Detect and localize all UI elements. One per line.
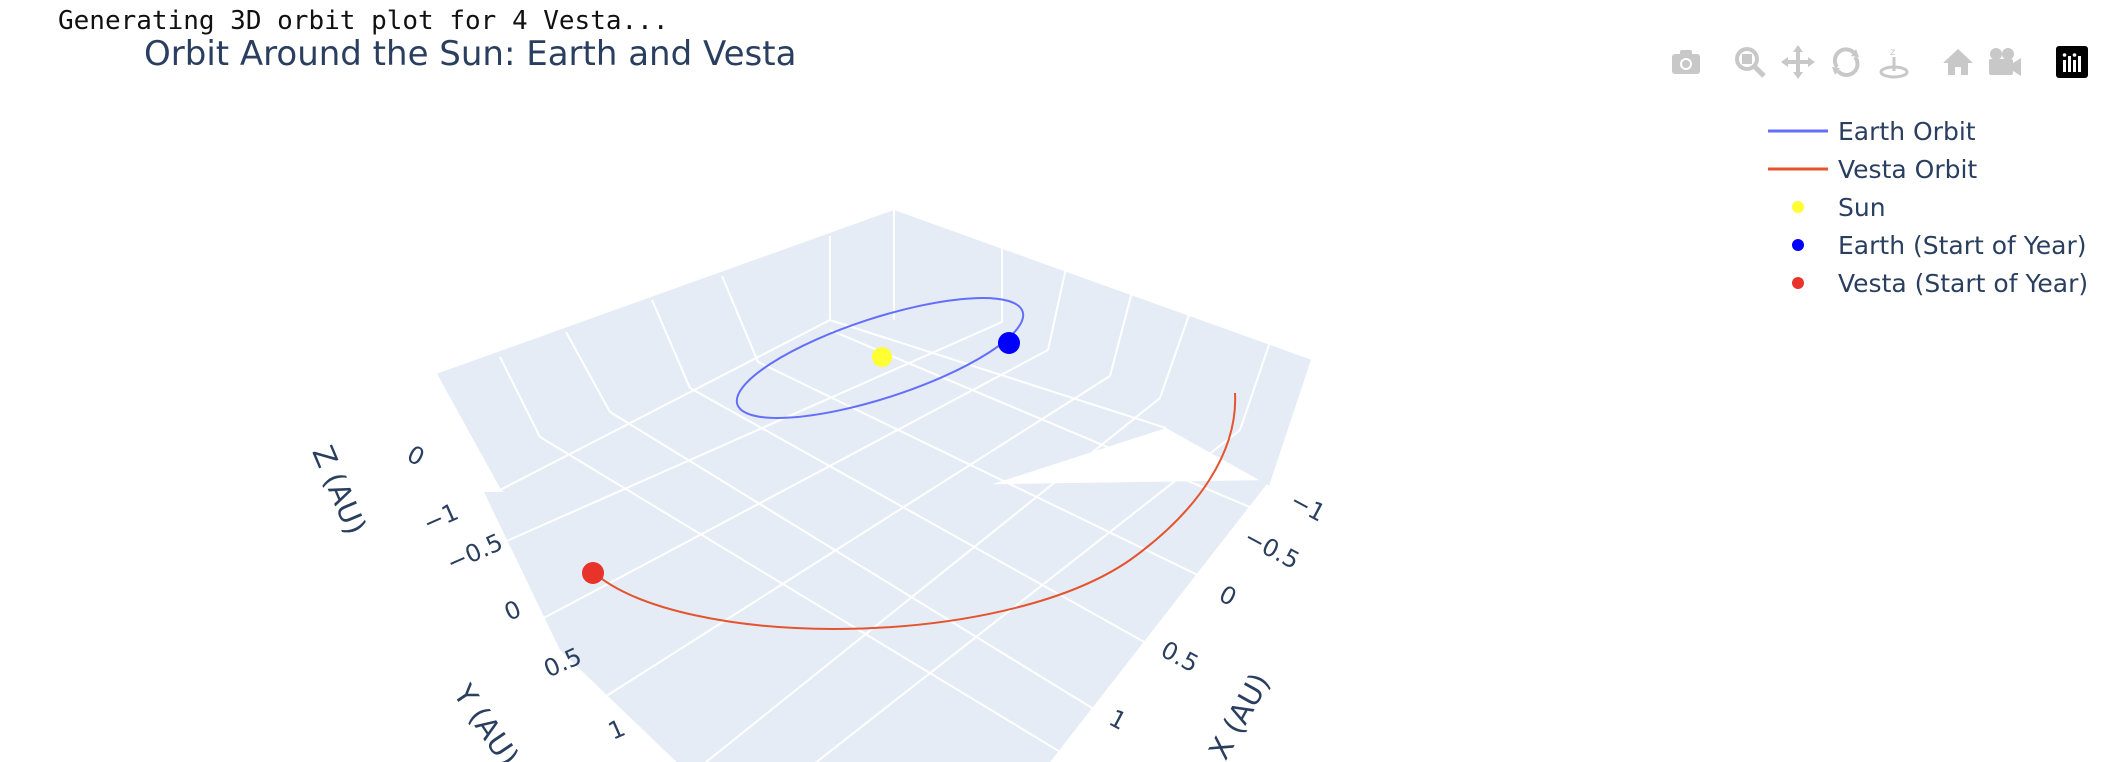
wall-gridline [721, 275, 759, 363]
floor-gridline [814, 429, 1241, 762]
earth-start-marker[interactable] [998, 332, 1020, 354]
wall-gridline [1159, 311, 1191, 399]
line-swatch-icon [1768, 112, 1828, 150]
vesta-orbit-line [591, 392, 1237, 630]
wall-gridline [499, 356, 541, 438]
x-tick-label: −0.5 [1239, 523, 1304, 575]
floor-gridline [829, 329, 1291, 525]
plotly-logo-icon[interactable] [2054, 44, 2090, 80]
x-tick-label: −1 [1286, 486, 1330, 527]
legend-item-earth-start[interactable]: Earth (Start of Year) [1768, 226, 2088, 264]
wall-gridline [565, 331, 611, 413]
turntable-rotation-icon[interactable]: z [1876, 44, 1912, 80]
pan-icon[interactable] [1780, 44, 1816, 80]
marker-swatch-icon [1768, 188, 1828, 226]
svg-text:z: z [1890, 47, 1895, 58]
legend-item-sun[interactable]: Sun [1768, 188, 2088, 226]
floor-gridline [599, 375, 1111, 701]
floor-edge [499, 319, 831, 491]
vesta-start-marker[interactable] [582, 562, 604, 584]
wall-gridline [1047, 267, 1067, 351]
y-tick-label: 0 [500, 595, 525, 627]
y-tick-label: 1 [604, 714, 629, 746]
y-tick-label: −0.5 [442, 528, 507, 577]
earth-orbit-line [735, 297, 1025, 419]
legend-label: Earth (Start of Year) [1838, 230, 2087, 260]
legend-item-earth-orbit[interactable]: Earth Orbit [1768, 112, 2088, 150]
legend-item-vesta-orbit[interactable]: Vesta Orbit [1768, 150, 2088, 188]
legend-label: Vesta Orbit [1838, 154, 1978, 184]
floor-gridline [689, 387, 1249, 701]
floor-gridline [757, 361, 1271, 611]
x-tick-label: 1 [1104, 704, 1131, 736]
y-tick-label: −1 [419, 498, 463, 538]
floor-gridline [539, 349, 1049, 621]
wall-gridline [651, 299, 691, 389]
legend-label: Earth Orbit [1838, 116, 1976, 146]
home-icon[interactable] [1940, 44, 1976, 80]
floor-pane [484, 480, 1270, 762]
traces [582, 297, 1237, 630]
legend-label: Sun [1838, 192, 1886, 222]
floor-gridline [539, 436, 1079, 762]
wall-gridline [1239, 341, 1271, 431]
legend-item-vesta-start[interactable]: Vesta (Start of Year) [1768, 264, 2088, 302]
chart-title: Orbit Around the Sun: Earth and Vesta [144, 34, 797, 74]
back-wall-pane [436, 210, 1312, 566]
sun-marker[interactable] [872, 347, 892, 367]
y-axis-title: Y (AU) [446, 678, 525, 762]
zoom-icon[interactable] [1732, 44, 1768, 80]
camera-icon[interactable] [1668, 44, 1704, 80]
floor-gridline [704, 397, 1161, 762]
z-axis-title: Z (AU) [305, 441, 373, 540]
floor-gridline [609, 411, 1181, 762]
legend-label: Vesta (Start of Year) [1838, 268, 2089, 298]
camera-view-icon[interactable] [1986, 44, 2022, 80]
floor-gridline [499, 321, 1003, 545]
legend: Earth Orbit Vesta Orbit Sun Earth (Start… [1768, 112, 2088, 302]
marker-swatch-icon [1768, 264, 1828, 302]
z-tick-label: 0 [402, 440, 429, 472]
wall-edge [1269, 359, 1313, 487]
orbit-rotation-icon[interactable] [1828, 44, 1864, 80]
wall-edge [435, 373, 501, 491]
axis-panes [436, 210, 1312, 762]
marker-swatch-icon [1768, 226, 1828, 264]
console-message: Generating 3D orbit plot for 4 Vesta... [58, 6, 669, 36]
wall-gridline [1109, 291, 1133, 377]
line-swatch-icon [1768, 150, 1828, 188]
grid-lines [435, 210, 1313, 762]
floor-edge [829, 319, 1167, 429]
